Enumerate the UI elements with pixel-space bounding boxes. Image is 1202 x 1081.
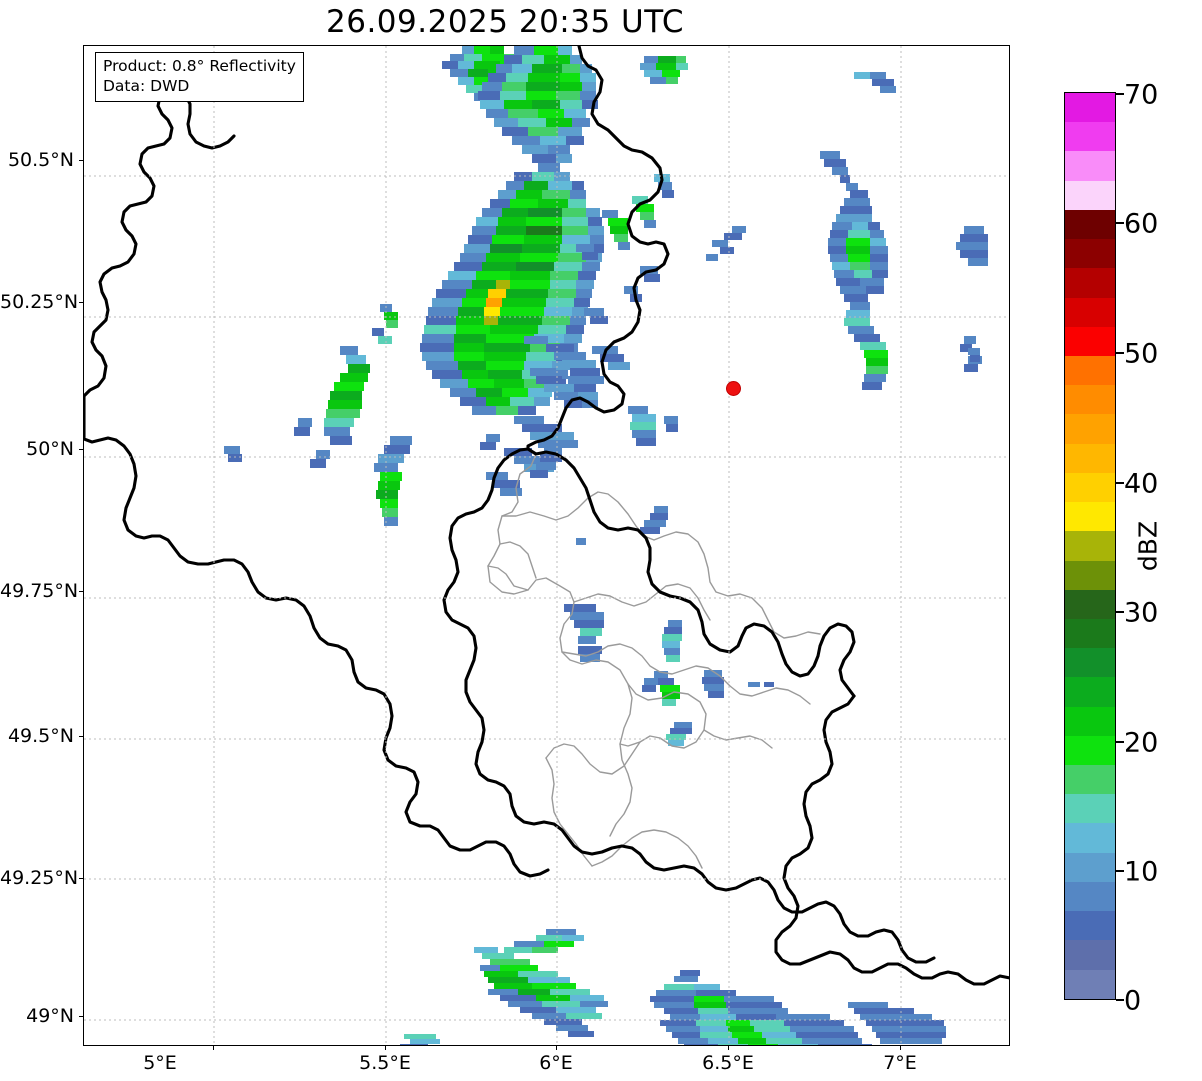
cb-tick-mark-0 bbox=[1116, 999, 1124, 1001]
cb-tick-mark-70 bbox=[1116, 93, 1124, 95]
product-info-box: Product: 0.8° Reflectivity Data: DWD bbox=[95, 52, 304, 103]
colorbar-band-5 bbox=[1065, 239, 1115, 269]
colorbar-band-7 bbox=[1065, 297, 1115, 327]
ytick-label-3: 49.75°N bbox=[0, 580, 79, 602]
cb-tick-label-30: 30 bbox=[1124, 597, 1159, 629]
ytick-label-0: 49°N bbox=[26, 1005, 74, 1027]
colorbar-band-9 bbox=[1065, 355, 1115, 386]
colorbar-band-21 bbox=[1065, 706, 1115, 736]
colorbar-axis-label: dBZ bbox=[1133, 520, 1163, 572]
cb-tick-mark-30 bbox=[1116, 611, 1124, 613]
ytick-mark-6 bbox=[79, 160, 83, 161]
colorbar-band-12 bbox=[1065, 443, 1115, 473]
ytick-mark-5 bbox=[79, 302, 83, 303]
echo-north-central bbox=[480, 376, 678, 478]
colorbar-band-11 bbox=[1065, 414, 1115, 444]
country-borders-southwest bbox=[84, 394, 550, 878]
gridlines bbox=[84, 46, 1009, 1045]
cb-tick-mark-10 bbox=[1116, 870, 1124, 872]
ytick-mark-1 bbox=[79, 878, 83, 879]
colorbar bbox=[1064, 92, 1116, 1000]
infobox-data-line: Data: DWD bbox=[103, 76, 190, 95]
echo-north-small bbox=[640, 56, 688, 84]
echo-east-isolated bbox=[968, 348, 980, 362]
colorbar-band-15 bbox=[1065, 531, 1115, 561]
cb-tick-label-50: 50 bbox=[1124, 338, 1159, 370]
ytick-mark-2 bbox=[79, 736, 83, 737]
ytick-mark-4 bbox=[79, 449, 83, 450]
xtick-label-2: 6°E bbox=[539, 1052, 573, 1074]
colorbar-band-29 bbox=[1065, 940, 1115, 970]
infobox-product-line: Product: 0.8° Reflectivity bbox=[103, 57, 296, 75]
xtick-mark-3 bbox=[728, 1046, 729, 1050]
colorbar-band-17 bbox=[1065, 589, 1115, 619]
colorbar-band-20 bbox=[1065, 677, 1115, 707]
colorbar-band-16 bbox=[1065, 560, 1115, 590]
colorbar-band-4 bbox=[1065, 209, 1115, 240]
cb-tick-label-40: 40 bbox=[1124, 468, 1159, 500]
map-canvas bbox=[84, 46, 1009, 1045]
ytick-label-1: 49.25°N bbox=[0, 867, 79, 889]
cb-tick-mark-60 bbox=[1116, 222, 1124, 224]
cb-tick-mark-40 bbox=[1116, 482, 1124, 484]
cb-tick-mark-20 bbox=[1116, 741, 1124, 743]
xtick-label-1: 5.5°E bbox=[359, 1052, 411, 1074]
echo-northeast-cluster bbox=[706, 72, 988, 390]
colorbar-band-8 bbox=[1065, 326, 1115, 356]
colorbar-band-27 bbox=[1065, 881, 1115, 912]
colorbar-band-10 bbox=[1065, 385, 1115, 415]
xtick-label-0: 5°E bbox=[143, 1052, 177, 1074]
xtick-mark-2 bbox=[556, 1046, 557, 1050]
colorbar-band-13 bbox=[1065, 472, 1115, 503]
xtick-mark-4 bbox=[900, 1046, 901, 1050]
echo-northwest-stragglers bbox=[224, 304, 412, 526]
colorbar-band-6 bbox=[1065, 268, 1115, 298]
colorbar-band-0 bbox=[1065, 93, 1115, 123]
ytick-label-5: 50.25°N bbox=[0, 291, 79, 313]
colorbar-band-30 bbox=[1065, 969, 1115, 999]
cb-tick-label-10: 10 bbox=[1124, 856, 1159, 888]
radar-echo-layer bbox=[224, 46, 988, 1045]
echo-south-band bbox=[400, 929, 608, 1045]
colorbar-band-26 bbox=[1065, 852, 1115, 882]
colorbar-band-23 bbox=[1065, 765, 1115, 795]
echo-northwest-band bbox=[420, 46, 604, 415]
echo-southeast-blob bbox=[650, 970, 946, 1045]
ytick-label-6: 50.5°N bbox=[7, 149, 74, 171]
cb-tick-label-0: 0 bbox=[1124, 985, 1142, 1017]
echo-east-of-band bbox=[602, 174, 674, 302]
colorbar-band-28 bbox=[1065, 911, 1115, 941]
ytick-mark-3 bbox=[79, 591, 83, 592]
country-borders bbox=[84, 46, 1009, 986]
ytick-label-2: 49.5°N bbox=[7, 725, 74, 747]
colorbar-band-14 bbox=[1065, 502, 1115, 532]
cb-tick-label-60: 60 bbox=[1124, 208, 1159, 240]
cb-tick-label-70: 70 bbox=[1124, 79, 1159, 111]
page-title: 26.09.2025 20:35 UTC bbox=[326, 4, 684, 40]
map-axes[interactable] bbox=[83, 45, 1010, 1046]
colorbar-band-25 bbox=[1065, 823, 1115, 853]
ytick-label-4: 50°N bbox=[26, 438, 74, 460]
colorbar-band-19 bbox=[1065, 648, 1115, 678]
xtick-mark-0 bbox=[213, 1046, 214, 1050]
xtick-label-4: 7°E bbox=[883, 1052, 917, 1074]
colorbar-band-3 bbox=[1065, 180, 1115, 210]
ytick-mark-0 bbox=[79, 1016, 83, 1017]
colorbar-band-2 bbox=[1065, 151, 1115, 181]
echo-luxembourg bbox=[564, 506, 774, 746]
colorbar-band-22 bbox=[1065, 735, 1115, 766]
colorbar-band-18 bbox=[1065, 618, 1115, 649]
xtick-mark-1 bbox=[385, 1046, 386, 1050]
xtick-label-3: 6.5°E bbox=[702, 1052, 754, 1074]
cb-tick-label-20: 20 bbox=[1124, 727, 1159, 759]
radar-site-marker[interactable] bbox=[726, 381, 741, 396]
colorbar-band-24 bbox=[1065, 794, 1115, 824]
colorbar-band-1 bbox=[1065, 122, 1115, 152]
cb-tick-mark-50 bbox=[1116, 352, 1124, 354]
